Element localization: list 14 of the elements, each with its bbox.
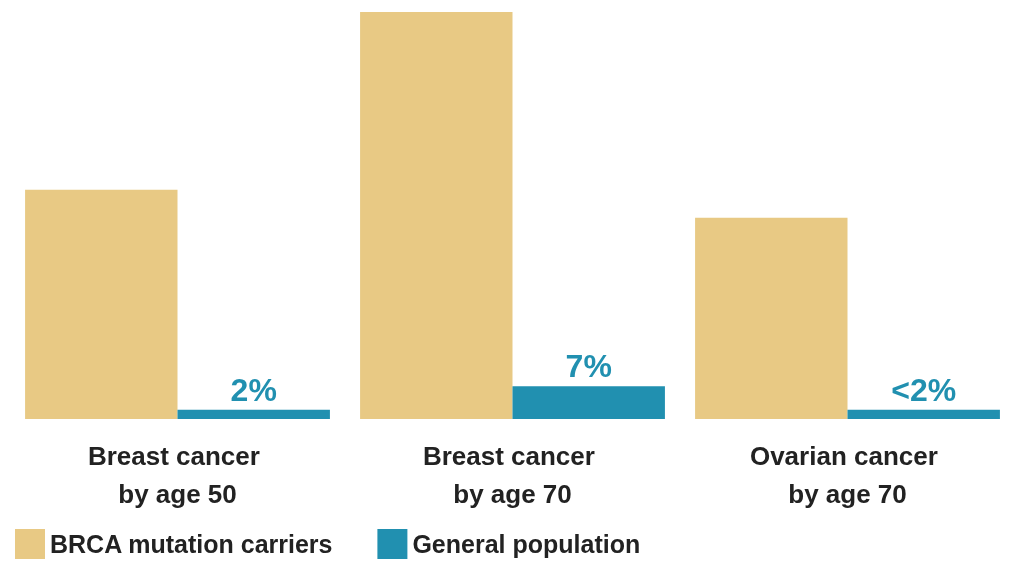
bar [360, 12, 513, 419]
bar [695, 217, 848, 419]
legend-label: General population [412, 530, 641, 558]
x-tick-label: Breast cancer by age 50 [87, 441, 268, 509]
bar [177, 409, 330, 419]
x-tick-label: Breast cancer by age 70 [422, 441, 603, 509]
x-tick-label: Ovarian cancer by age 70 [749, 441, 946, 509]
data-label: 7% [565, 348, 612, 385]
data-label: <2% [891, 371, 957, 408]
data-label: 2% [230, 371, 277, 408]
bar [25, 189, 178, 419]
legend-label: BRCA mutation carriers [50, 530, 333, 558]
bar [847, 409, 1000, 419]
bar [512, 386, 665, 419]
